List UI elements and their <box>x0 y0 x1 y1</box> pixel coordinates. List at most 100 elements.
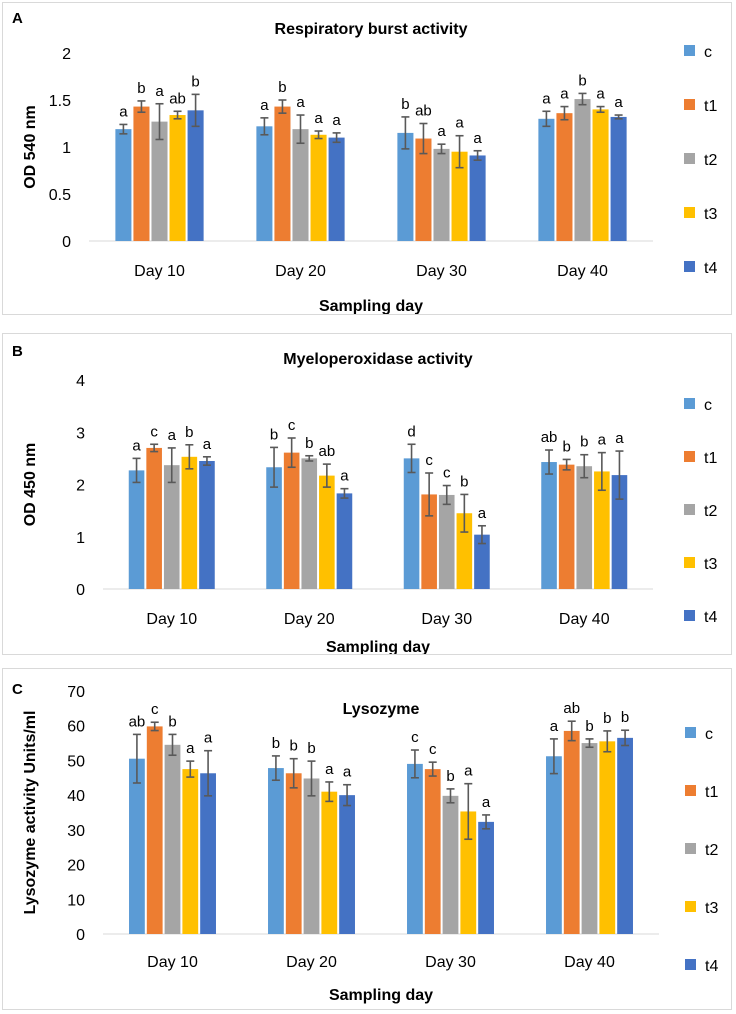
chart-b-bar-t4 <box>199 460 215 589</box>
chart-b-significance-letter: b <box>580 434 588 451</box>
chart-a-significance-letter: ab <box>169 90 186 107</box>
chart-a-significance-letter: ab <box>415 103 432 120</box>
chart-b-significance-letter: a <box>615 430 624 447</box>
chart-a-x-axis-title: Sampling day <box>319 298 423 314</box>
chart-a-bar-t1 <box>556 113 573 241</box>
chart-c-legend-label-t3: t3 <box>705 900 718 917</box>
chart-c-category-label: Day 10 <box>147 954 198 971</box>
chart-b-significance-letter: b <box>185 424 193 441</box>
chart-b-significance-letter: b <box>270 426 278 443</box>
chart-a-svg: A Respiratory burst activity 0 0.5 1 1.5 2 OD 5… <box>12 10 717 314</box>
chart-a-legend-label-c: c <box>704 44 712 61</box>
chart-a-bar-t3 <box>592 109 609 242</box>
chart-b-significance-letter: c <box>288 417 296 434</box>
chart-b-legend-label-t1: t1 <box>704 450 717 467</box>
chart-c-significance-letter: c <box>411 729 419 746</box>
chart-a-bar-t4 <box>610 116 627 241</box>
chart-a-significance-letter: b <box>401 96 409 113</box>
chart-b-bar-t2 <box>301 458 318 589</box>
chart-c-bar-t3 <box>460 811 477 934</box>
chart-c-significance-letter: b <box>621 709 629 726</box>
chart-a-significance-letter: a <box>473 130 482 147</box>
chart-c-y-axis-title: Lysozyme activity Units/ml <box>22 711 39 915</box>
chart-a-legend-swatch-t3 <box>684 207 695 218</box>
chart-b-legend-swatch-t4 <box>684 610 695 621</box>
chart-a-bar-t3 <box>451 151 468 241</box>
chart-b-x-axis-title: Sampling day <box>326 639 430 654</box>
chart-a-legend-label-t2: t2 <box>704 152 717 169</box>
panel-b-myeloperoxidase: B Myeloperoxidase activity 0 1 2 3 4 OD 450 nm S… <box>2 333 732 655</box>
chart-b-y-tick-label: 3 <box>76 425 85 442</box>
chart-c-significance-letter: b <box>168 713 176 730</box>
chart-b-significance-letter: d <box>407 423 415 440</box>
chart-c-bar-t3 <box>321 791 338 934</box>
chart-a-y-tick-label: 1 <box>62 140 71 157</box>
chart-a-bar-c <box>538 118 555 241</box>
chart-a-bar-t2 <box>292 129 309 241</box>
chart-a-significance-letter: a <box>596 86 605 103</box>
chart-b-significance-letter: c <box>150 423 158 440</box>
chart-b-bar-t3 <box>594 471 610 589</box>
chart-c-significance-letter: a <box>204 730 213 747</box>
chart-c-bar-c <box>407 763 423 934</box>
chart-c-bar-t4 <box>478 821 494 934</box>
chart-a-legend-label-t1: t1 <box>704 98 717 115</box>
chart-c-significance-letter: a <box>325 761 334 778</box>
chart-c-bar-t3 <box>182 769 199 934</box>
chart-a-y-tick-label: 0.5 <box>49 187 71 204</box>
chart-c-legend-label-t1: t1 <box>705 784 718 801</box>
chart-b-legend-label-t2: t2 <box>704 503 717 520</box>
chart-a-significance-letter: b <box>137 80 145 97</box>
chart-b-bar-c <box>403 458 420 589</box>
chart-c-y-tick-label: 40 <box>67 788 85 805</box>
chart-a-bar-t2 <box>151 121 168 241</box>
chart-c-legend-swatch-t4 <box>685 959 696 970</box>
chart-b-significance-letter: ab <box>541 429 558 446</box>
chart-b-bar-t4 <box>474 534 490 589</box>
chart-c-y-tick-label: 60 <box>67 719 85 736</box>
chart-c-category-label: Day 30 <box>425 954 476 971</box>
chart-c-significance-letter: a <box>482 794 491 811</box>
chart-a-bar-c <box>256 126 273 241</box>
chart-b-bar-t2 <box>438 494 455 589</box>
chart-a-significance-letter: b <box>578 72 586 89</box>
chart-a-bar-t4 <box>328 137 345 241</box>
chart-c-significance-letter: a <box>550 718 559 735</box>
chart-c-significance-letter: ab <box>563 700 580 717</box>
chart-b-significance-letter: ab <box>319 443 336 460</box>
chart-c-significance-letter: ab <box>129 713 146 730</box>
chart-b-significance-letter: c <box>443 465 451 482</box>
chart-c-bar-c <box>268 768 284 934</box>
chart-a-category-label: Day 30 <box>416 263 467 280</box>
chart-b-bar-t3 <box>181 456 198 589</box>
chart-c-legend-label-t2: t2 <box>705 842 718 859</box>
chart-a-legend-label-t3: t3 <box>704 206 717 223</box>
chart-b-bar-t2 <box>576 466 593 589</box>
chart-b-bar-c <box>266 467 282 589</box>
chart-a-significance-letter: a <box>260 97 269 114</box>
chart-b-significance-letter: a <box>132 437 141 454</box>
chart-c-bar-t4 <box>617 737 633 934</box>
chart-c-svg: C Lysozyme 0 10 20 30 40 50 60 70 Lysozyme activit… <box>12 681 718 1004</box>
chart-c-significance-letter: c <box>151 701 159 718</box>
chart-c-significance-letter: b <box>307 740 315 757</box>
chart-b-legend-swatch-c <box>684 398 695 409</box>
chart-b-significance-letter: a <box>203 436 212 453</box>
chart-b-y-axis-title: OD 450 nm <box>22 443 39 527</box>
chart-a-legend-swatch-t1 <box>684 99 695 110</box>
chart-b-legend-label-c: c <box>704 397 712 414</box>
chart-c-bar-t4 <box>339 795 355 934</box>
chart-a-y-tick-label: 0 <box>62 234 71 251</box>
chart-c-bar-t2 <box>442 795 459 934</box>
chart-b-y-tick-label: 0 <box>76 582 85 599</box>
chart-c-y-tick-label: 20 <box>67 858 85 875</box>
chart-b-bar-t1 <box>146 447 162 589</box>
chart-a-category-label: Day 20 <box>275 263 326 280</box>
chart-a-bar-c <box>397 132 414 241</box>
chart-c-x-axis-title: Sampling day <box>329 987 433 1004</box>
chart-b-bar-t1 <box>558 464 575 589</box>
chart-c-significance-letter: a <box>464 763 473 780</box>
chart-b-y-tick-label: 1 <box>76 530 85 547</box>
chart-a-significance-letter: a <box>437 123 446 140</box>
chart-a-significance-letter: a <box>455 115 464 132</box>
